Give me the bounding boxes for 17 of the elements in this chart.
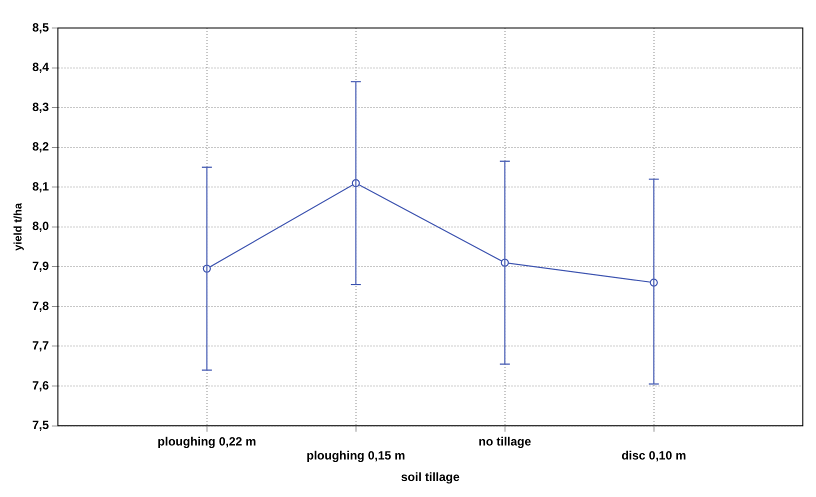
y-tick-label: 7,5 [32,418,50,432]
y-tick-label: 8,4 [32,60,50,74]
y-tick-label: 7,7 [32,338,50,353]
x-tick-label: ploughing 0,22 m [158,434,256,448]
y-tick-label: 8,2 [32,140,50,154]
y-tick-label: 7,9 [32,258,50,273]
x-tick-label: ploughing 0,15 m [306,448,406,463]
y-tick-label: 8,3 [32,100,50,114]
y-tick-label: 8,1 [32,179,50,194]
x-tick-label: no tillage [478,434,532,448]
y-tick-label: 8,5 [32,20,50,34]
y-axis-title: yield t/ha [12,202,25,251]
x-tick-label: disc 0,10 m [621,448,686,463]
y-tick-label: 7,8 [32,298,50,313]
y-tick-label: 7,6 [32,378,50,392]
x-axis-title: soil tillage [400,470,460,484]
y-tick-label: 8,0 [32,219,50,234]
